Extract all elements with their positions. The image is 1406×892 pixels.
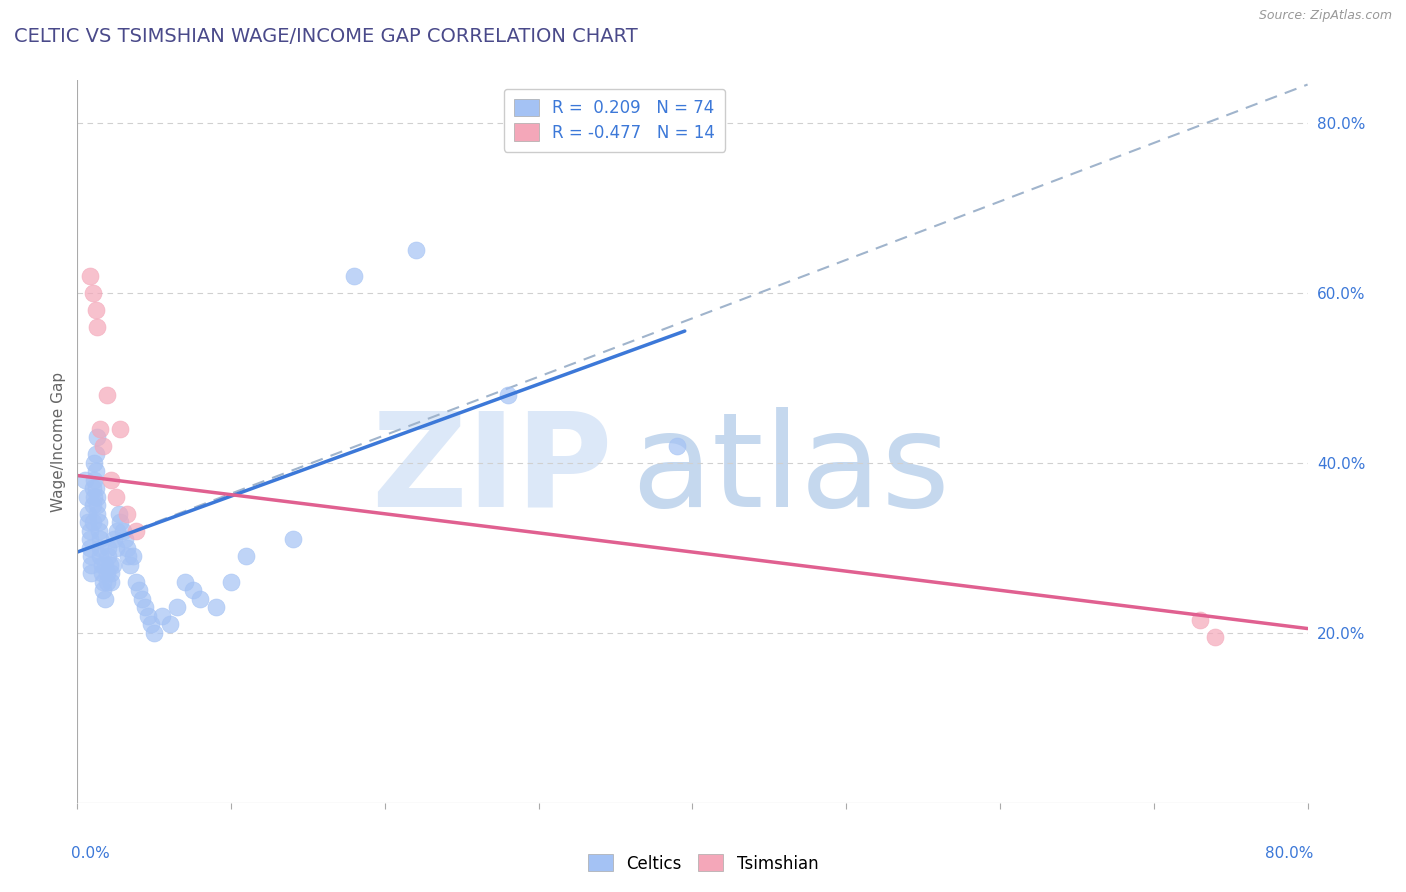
Point: [77, 507, 100, 521]
Point: [125, 574, 148, 589]
Point: [94, 558, 117, 572]
Point: [115, 541, 138, 555]
Point: [235, 549, 257, 564]
Point: [100, 566, 122, 581]
Point: [204, 600, 226, 615]
Point: [96, 574, 118, 589]
Point: [112, 524, 135, 538]
Point: [89, 533, 111, 547]
Point: [84, 481, 107, 495]
Point: [496, 388, 519, 402]
Point: [79, 268, 101, 283]
Point: [1188, 613, 1211, 627]
Point: [181, 583, 204, 598]
Point: [80, 566, 103, 581]
Point: [100, 574, 122, 589]
Point: [87, 516, 110, 530]
Point: [86, 430, 108, 444]
Point: [666, 439, 689, 453]
Text: 0.0%: 0.0%: [72, 847, 110, 861]
Point: [104, 541, 127, 555]
Point: [84, 464, 107, 478]
Point: [174, 574, 197, 589]
Point: [159, 617, 181, 632]
Legend: Celtics, Tsimshian: Celtics, Tsimshian: [581, 847, 825, 880]
Point: [79, 533, 101, 547]
Point: [150, 608, 173, 623]
Point: [82, 481, 104, 495]
Point: [188, 591, 212, 606]
Point: [83, 473, 105, 487]
Point: [97, 541, 120, 555]
Point: [134, 600, 156, 615]
Point: [96, 566, 118, 581]
Point: [108, 507, 131, 521]
Point: [89, 541, 111, 555]
Point: [166, 600, 188, 615]
Point: [110, 516, 132, 530]
Point: [97, 549, 120, 564]
Point: [93, 439, 115, 453]
Point: [110, 422, 132, 436]
Point: [82, 498, 104, 512]
Point: [117, 549, 139, 564]
Point: [131, 591, 153, 606]
Point: [281, 533, 304, 547]
Point: [141, 617, 163, 632]
Point: [76, 490, 98, 504]
Point: [79, 524, 101, 538]
Point: [128, 583, 150, 598]
Text: CELTIC VS TSIMSHIAN WAGE/INCOME GAP CORRELATION CHART: CELTIC VS TSIMSHIAN WAGE/INCOME GAP CORR…: [14, 27, 638, 45]
Point: [80, 549, 103, 564]
Point: [114, 533, 136, 547]
Point: [101, 558, 124, 572]
Point: [136, 608, 159, 623]
Point: [96, 388, 118, 402]
Point: [405, 244, 427, 258]
Point: [100, 473, 122, 487]
Point: [143, 625, 166, 640]
Point: [90, 566, 114, 581]
Point: [103, 533, 125, 547]
Point: [86, 490, 108, 504]
Point: [77, 516, 100, 530]
Text: atlas: atlas: [631, 407, 950, 534]
Point: [86, 498, 108, 512]
Point: [79, 541, 101, 555]
Text: 80.0%: 80.0%: [1265, 847, 1313, 861]
Point: [82, 285, 104, 300]
Point: [343, 268, 366, 283]
Point: [89, 549, 111, 564]
Point: [93, 574, 115, 589]
Point: [98, 558, 121, 572]
Point: [86, 319, 108, 334]
Point: [121, 549, 143, 564]
Point: [118, 558, 141, 572]
Point: [89, 422, 111, 436]
Point: [1204, 630, 1226, 644]
Point: [73, 473, 96, 487]
Point: [84, 447, 107, 461]
Point: [86, 507, 108, 521]
Point: [105, 524, 128, 538]
Text: Source: ZipAtlas.com: Source: ZipAtlas.com: [1258, 9, 1392, 22]
Y-axis label: Wage/Income Gap: Wage/Income Gap: [51, 371, 66, 512]
Text: ZIP: ZIP: [371, 407, 613, 534]
Point: [84, 302, 107, 317]
Point: [104, 490, 127, 504]
Point: [90, 558, 114, 572]
Point: [94, 591, 117, 606]
Point: [80, 558, 103, 572]
Point: [83, 490, 105, 504]
Point: [115, 507, 138, 521]
Point: [87, 524, 110, 538]
Legend: R =  0.209   N = 74, R = -0.477   N = 14: R = 0.209 N = 74, R = -0.477 N = 14: [503, 88, 725, 152]
Point: [125, 524, 148, 538]
Point: [82, 516, 104, 530]
Point: [219, 574, 242, 589]
Point: [83, 456, 105, 470]
Point: [93, 583, 115, 598]
